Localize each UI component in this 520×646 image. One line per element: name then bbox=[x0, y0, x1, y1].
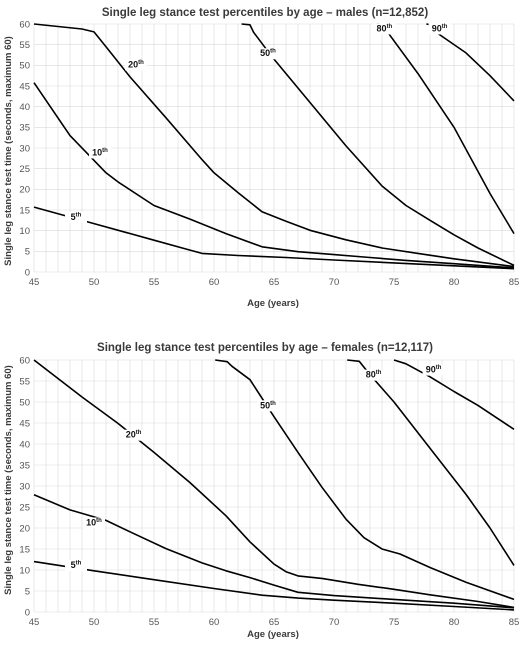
chart-title: Single leg stance test percentiles by ag… bbox=[102, 7, 428, 19]
y-tick-label: 25 bbox=[19, 164, 30, 175]
x-tick-label: 80 bbox=[449, 617, 460, 628]
y-tick-label: 55 bbox=[19, 40, 30, 51]
percentile-curve-90th bbox=[393, 359, 515, 430]
percentile-label-20th: 20th bbox=[126, 430, 142, 440]
y-tick-label: 60 bbox=[19, 355, 30, 366]
y-tick-label: 15 bbox=[19, 205, 30, 216]
x-tick-label: 50 bbox=[89, 617, 100, 628]
label-background bbox=[83, 517, 105, 529]
y-tick-label: 30 bbox=[19, 481, 30, 492]
percentile-label-90th: 90th bbox=[432, 23, 448, 33]
y-tick-label: 35 bbox=[19, 460, 30, 471]
label-background bbox=[89, 147, 111, 159]
tick-labels: 45 50 55 60 65 70 75 80 85 0 5 10 15 20 25 30 35 40 45 50 55… bbox=[19, 19, 519, 288]
percentile-curve-80th bbox=[377, 23, 515, 235]
percentile-curve-90th bbox=[426, 23, 515, 102]
y-axis-title: Single leg stance test time (seconds, ma… bbox=[3, 36, 14, 266]
y-tick-label: 10 bbox=[19, 226, 30, 237]
females-chart: Single leg stance test percentiles by ag… bbox=[3, 342, 519, 640]
males-chart: Single leg stance test percentiles by ag… bbox=[3, 7, 519, 309]
x-tick-label: 70 bbox=[329, 617, 340, 628]
x-axis-title: Age (years) bbox=[247, 298, 299, 309]
y-tick-label: 55 bbox=[19, 376, 30, 387]
percentile-label-50th: 50th bbox=[260, 48, 276, 58]
percentile-label-10th: 10th bbox=[92, 147, 108, 157]
chart-title: Single leg stance test percentiles by ag… bbox=[97, 342, 433, 354]
x-tick-label: 55 bbox=[149, 617, 160, 628]
x-tick-label: 85 bbox=[509, 277, 520, 288]
y-tick-label: 30 bbox=[19, 143, 30, 154]
label-background bbox=[362, 369, 385, 381]
y-axis-title: Single leg stance test time (seconds, ma… bbox=[3, 365, 14, 595]
label-background bbox=[122, 429, 145, 441]
percentile-curve-10th bbox=[33, 82, 515, 269]
y-tick-label: 45 bbox=[19, 418, 30, 429]
x-tick-label: 65 bbox=[269, 277, 280, 288]
percentile-curve-5th bbox=[33, 560, 515, 611]
x-tick-label: 55 bbox=[149, 277, 160, 288]
grid bbox=[33, 23, 515, 273]
y-tick-label: 20 bbox=[19, 185, 30, 196]
label-background bbox=[428, 23, 451, 35]
x-tick-label: 80 bbox=[449, 277, 460, 288]
y-tick-label: 50 bbox=[19, 61, 30, 72]
x-tick-label: 60 bbox=[209, 277, 220, 288]
percentile-label-90th: 90th bbox=[426, 365, 442, 375]
y-tick-label: 40 bbox=[19, 102, 30, 113]
x-tick-label: 65 bbox=[269, 617, 280, 628]
x-tick-label: 45 bbox=[29, 277, 40, 288]
percentile-curve-80th bbox=[347, 359, 515, 566]
percentile-label-20th: 20th bbox=[128, 59, 144, 69]
x-tick-label: 60 bbox=[209, 617, 220, 628]
y-tick-label: 20 bbox=[19, 523, 30, 534]
percentile-curve-5th bbox=[33, 206, 515, 270]
percentile-label-50th: 50th bbox=[260, 400, 276, 410]
label-background bbox=[257, 48, 279, 60]
label-background bbox=[65, 559, 87, 571]
x-tick-label: 85 bbox=[509, 617, 520, 628]
y-tick-label: 0 bbox=[25, 607, 30, 618]
grid bbox=[33, 359, 515, 613]
x-tick-label: 70 bbox=[329, 277, 340, 288]
y-tick-label: 35 bbox=[19, 123, 30, 134]
label-background bbox=[373, 23, 396, 35]
label-background bbox=[125, 59, 147, 71]
label-background bbox=[65, 211, 87, 223]
y-tick-label: 15 bbox=[19, 544, 30, 555]
y-tick-label: 45 bbox=[19, 81, 30, 92]
y-tick-label: 5 bbox=[25, 586, 30, 597]
x-tick-label: 75 bbox=[389, 277, 400, 288]
x-tick-label: 50 bbox=[89, 277, 100, 288]
label-background bbox=[422, 364, 445, 376]
percentile-curve-10th bbox=[33, 494, 515, 609]
percentile-label-80th: 80th bbox=[377, 23, 393, 33]
percentile-curve-50th bbox=[215, 359, 515, 601]
y-tick-label: 5 bbox=[25, 247, 30, 258]
y-tick-label: 50 bbox=[19, 397, 30, 408]
percentile-curve-20th bbox=[33, 23, 515, 268]
x-axis-title: Age (years) bbox=[247, 629, 299, 640]
tick-labels: 45 50 55 60 65 70 75 80 85 0 5 10 15 20 25 30 35 40 45 50 55… bbox=[19, 355, 519, 628]
y-tick-label: 10 bbox=[19, 565, 30, 576]
y-tick-label: 40 bbox=[19, 439, 30, 450]
label-background bbox=[257, 400, 279, 412]
percentile-label-5th: 5th bbox=[71, 212, 82, 222]
y-tick-label: 60 bbox=[19, 19, 30, 30]
y-tick-label: 25 bbox=[19, 502, 30, 513]
percentile-label-10th: 10th bbox=[86, 517, 102, 527]
x-tick-label: 75 bbox=[389, 617, 400, 628]
percentile-label-80th: 80th bbox=[366, 370, 382, 380]
y-tick-label: 0 bbox=[25, 267, 30, 278]
percentile-labels: 5th 10th 20th 50th 80th 90th bbox=[65, 364, 445, 571]
percentile-curve-50th bbox=[241, 23, 515, 267]
x-tick-label: 45 bbox=[29, 617, 40, 628]
percentile-label-5th: 5th bbox=[71, 560, 82, 570]
percentile-labels: 5th 10th 20th 50th 80th 90th bbox=[65, 23, 451, 223]
